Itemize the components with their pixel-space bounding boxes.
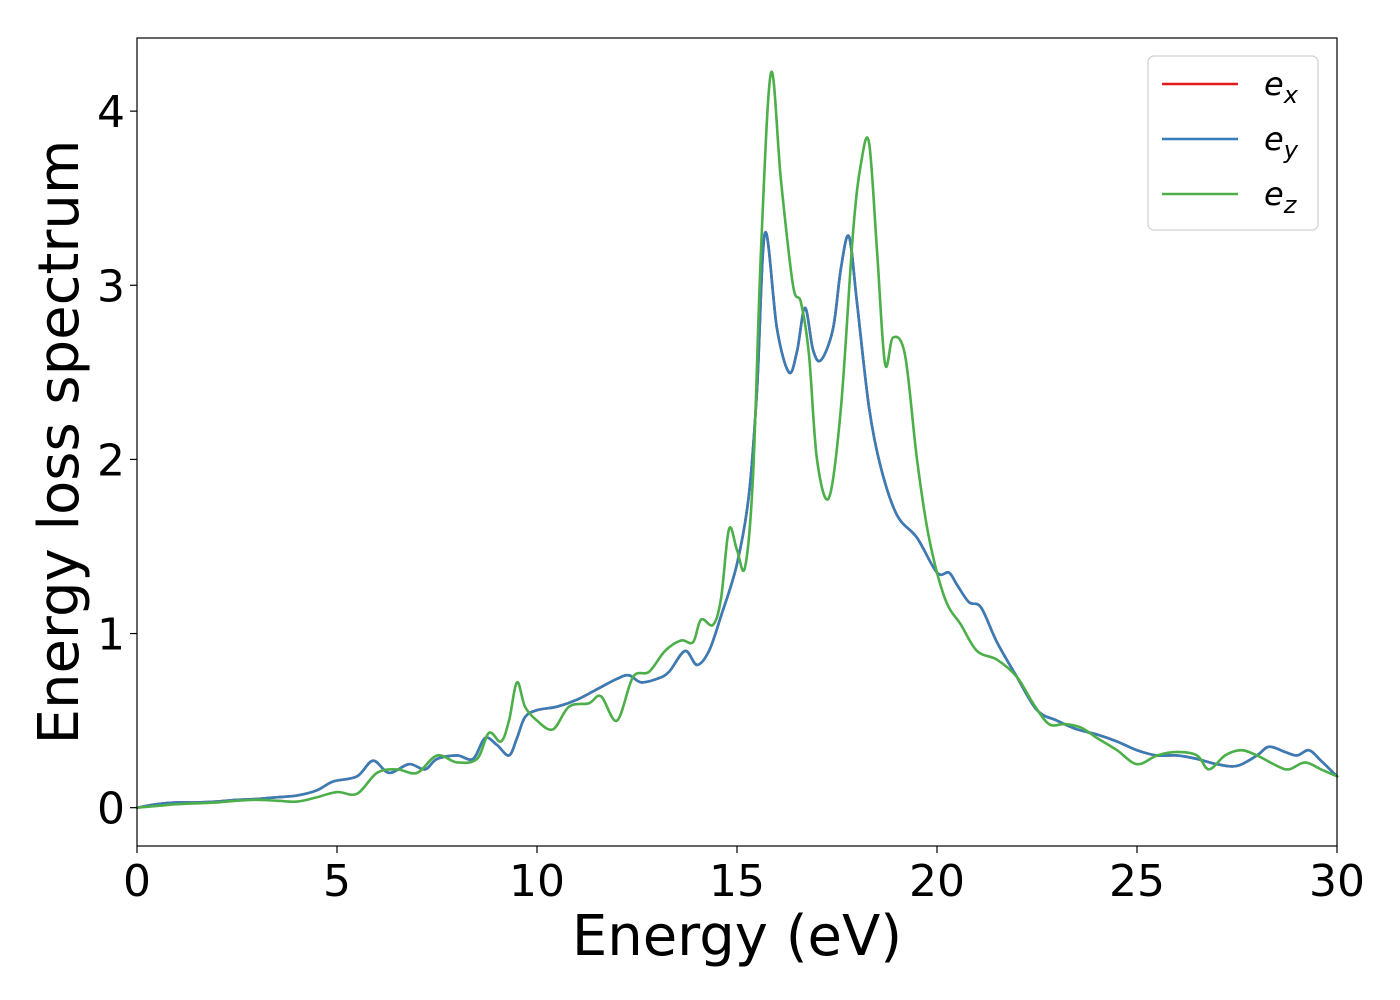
series-layer [135, 70, 1339, 809]
y-tick-label: 4 [97, 87, 125, 138]
x-tick-label: 20 [909, 856, 965, 907]
legend-label-ez: ez [1264, 175, 1298, 219]
y-axis-title: Energy loss spectrum [27, 140, 92, 745]
x-tick-label: 15 [709, 856, 765, 907]
legend: ex ey ez [1147, 55, 1319, 231]
x-tick-label: 10 [509, 856, 565, 907]
y-tick-label: 0 [97, 784, 125, 835]
x-tick-label: 0 [123, 856, 151, 907]
legend-box [1147, 55, 1319, 231]
x-axis-title: Energy (eV) [572, 904, 902, 969]
y-tick-label: 1 [97, 610, 125, 661]
y-axis: 0 1 2 3 4 [97, 87, 137, 835]
x-tick-label: 25 [1109, 856, 1165, 907]
x-axis: 0 5 10 15 20 25 30 [123, 846, 1365, 907]
series-line-ez [135, 70, 1339, 809]
legend-label-ey: ey [1264, 120, 1299, 164]
x-tick-label: 5 [323, 856, 351, 907]
legend-label-ex: ex [1264, 65, 1299, 109]
x-tick-label: 30 [1309, 856, 1365, 907]
y-tick-label: 2 [97, 435, 125, 486]
y-tick-label: 3 [97, 261, 125, 312]
